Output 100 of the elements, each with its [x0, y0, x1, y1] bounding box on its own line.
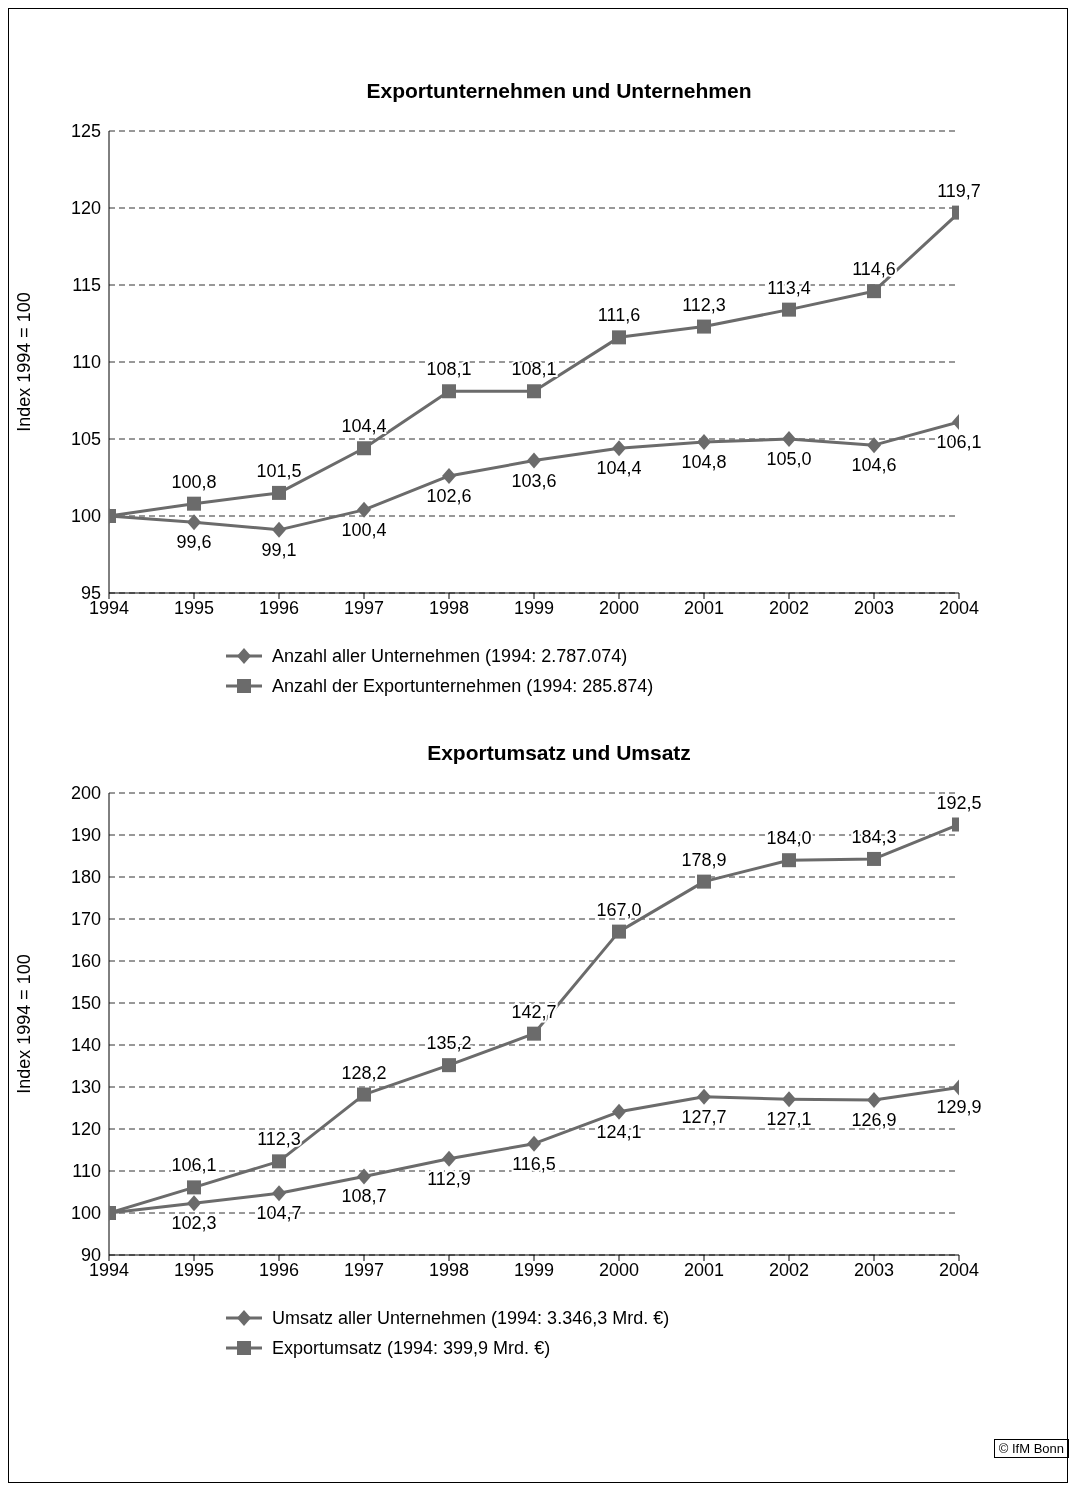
y-tick-label: 140 — [70, 1035, 101, 1056]
y-tick-label: 100 — [70, 1203, 101, 1224]
data-label: 104,8 — [681, 452, 727, 473]
data-label: 102,3 — [171, 1213, 217, 1234]
data-label: 102,6 — [426, 485, 472, 506]
y-tick-label: 100 — [70, 506, 101, 527]
data-label: 128,2 — [341, 1062, 387, 1083]
data-label: 126,9 — [851, 1110, 897, 1131]
y-tick-label: 190 — [70, 825, 101, 846]
legend-label: Anzahl aller Unternehmen (1994: 2.787.074) — [272, 645, 628, 667]
y-axis-title: Index 1994 = 100 — [14, 292, 35, 432]
data-label: 99,1 — [261, 539, 297, 560]
data-label: 112,3 — [682, 294, 726, 315]
data-label: 100,4 — [341, 519, 387, 540]
point — [527, 1026, 541, 1041]
data-label: 106,1 — [171, 1155, 217, 1176]
data-label: 103,6 — [511, 470, 557, 491]
x-tick-label: 1999 — [513, 597, 555, 618]
x-tick-label: 2000 — [598, 597, 640, 618]
data-label: 192,5 — [936, 792, 982, 813]
point — [187, 514, 201, 531]
data-label: 127,1 — [766, 1109, 812, 1130]
data-label: 135,2 — [426, 1033, 472, 1054]
legend-label: Umsatz aller Unternehmen (1994: 3.346,3 Mrd. €) — [272, 1307, 670, 1329]
data-label: 112,3 — [257, 1129, 301, 1150]
data-label: 167,0 — [596, 899, 642, 920]
point — [697, 319, 711, 334]
point — [782, 1091, 796, 1108]
data-label: 108,1 — [511, 359, 557, 380]
x-tick-label: 2003 — [853, 1259, 895, 1280]
point — [527, 1135, 541, 1152]
point — [697, 874, 711, 889]
x-tick-label: 1997 — [343, 1259, 385, 1280]
y-tick-label: 170 — [70, 909, 101, 930]
point — [867, 1092, 881, 1109]
x-tick-label: 2003 — [853, 597, 895, 618]
point — [442, 384, 456, 399]
point — [272, 1154, 286, 1169]
point — [612, 1103, 626, 1120]
point — [272, 521, 286, 538]
data-label: 127,7 — [681, 1106, 727, 1127]
x-tick-label: 1997 — [343, 597, 385, 618]
point — [697, 434, 711, 451]
point — [357, 501, 371, 518]
y-tick-label: 120 — [70, 198, 101, 219]
y-axis-title: Index 1994 = 100 — [14, 954, 35, 1094]
point — [272, 485, 286, 500]
data-label: 104,6 — [851, 455, 897, 476]
point — [612, 924, 626, 939]
point — [697, 1088, 711, 1105]
y-tick-label: 160 — [70, 951, 101, 972]
data-label: 100,8 — [171, 471, 217, 492]
data-label: 105,0 — [766, 449, 812, 469]
x-tick-label: 2001 — [683, 597, 725, 618]
point — [782, 431, 796, 447]
point — [867, 851, 881, 866]
y-tick-label: 150 — [70, 993, 101, 1014]
data-label: 114,6 — [852, 259, 896, 280]
point — [272, 1185, 286, 1202]
point — [187, 1180, 201, 1195]
x-tick-label: 1995 — [173, 597, 215, 618]
point — [867, 284, 881, 299]
data-label: 104,7 — [256, 1203, 302, 1224]
legend-label: Exportumsatz (1994: 399,9 Mrd. €) — [272, 1337, 551, 1359]
x-tick-label: 1996 — [258, 1259, 300, 1280]
point — [782, 302, 796, 317]
x-tick-label: 1996 — [258, 597, 300, 618]
data-label: 104,4 — [341, 416, 387, 437]
data-label: 111,6 — [597, 305, 641, 326]
y-tick-label: 125 — [70, 121, 101, 142]
point — [867, 437, 881, 454]
point — [442, 1058, 456, 1073]
x-tick-label: 2004 — [938, 597, 980, 618]
data-label: 106,1 — [936, 432, 982, 453]
x-tick-label: 1998 — [428, 597, 470, 618]
x-tick-label: 2001 — [683, 1259, 725, 1280]
y-tick-label: 110 — [72, 1161, 101, 1182]
chart-title: Exportunternehmen und Unternehmen — [365, 79, 753, 103]
x-tick-label: 2002 — [768, 1259, 810, 1280]
data-label: 104,4 — [596, 458, 642, 479]
y-tick-label: 200 — [70, 783, 101, 804]
data-label: 99,6 — [176, 532, 212, 553]
data-label: 124,1 — [596, 1121, 642, 1142]
data-label: 101,5 — [256, 460, 302, 481]
data-label: 113,4 — [767, 277, 811, 298]
data-label: 129,9 — [936, 1097, 982, 1118]
chart-title: Exportumsatz und Umsatz — [426, 741, 692, 765]
point — [187, 496, 201, 511]
x-tick-label: 2000 — [598, 1259, 640, 1280]
point — [527, 384, 541, 399]
data-label: 178,9 — [681, 849, 727, 870]
point — [612, 330, 626, 345]
point — [442, 1150, 456, 1167]
y-tick-label: 110 — [72, 352, 101, 373]
y-tick-label: 105 — [70, 429, 101, 450]
point — [357, 1087, 371, 1102]
point — [612, 440, 626, 457]
point — [187, 1195, 201, 1212]
data-label: 119,7 — [937, 180, 981, 201]
point — [527, 452, 541, 469]
